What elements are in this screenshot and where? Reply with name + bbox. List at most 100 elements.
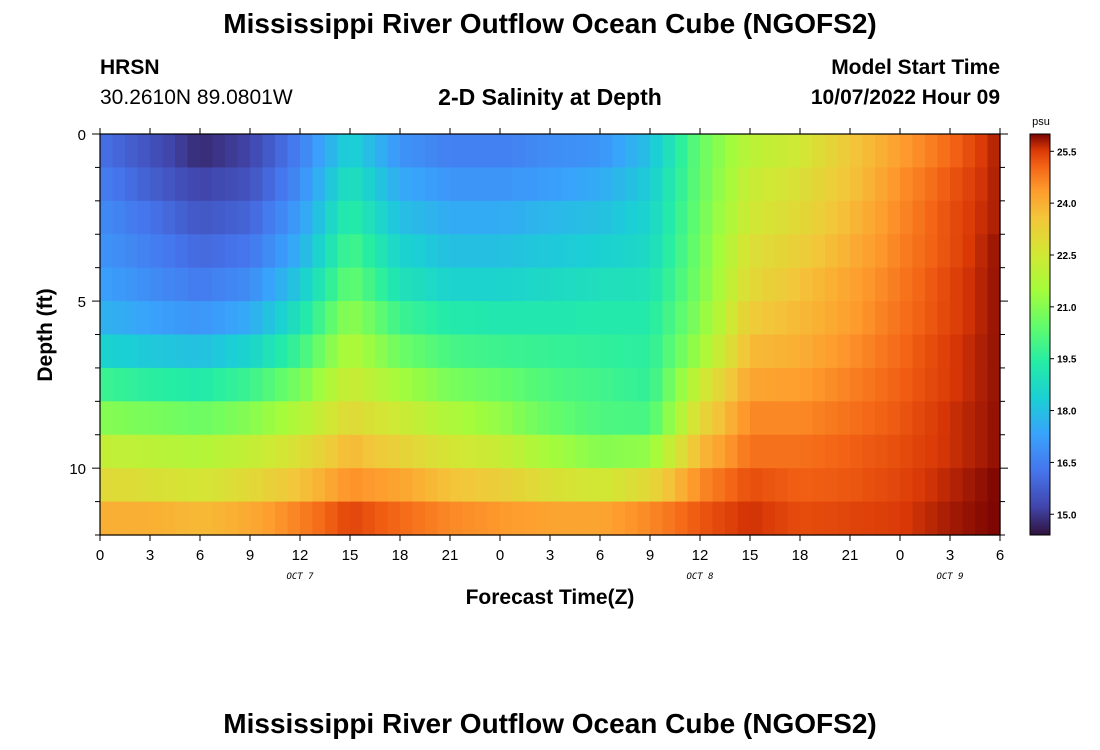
heatmap-cell [650,234,664,269]
heatmap-cell [400,301,414,336]
heatmap-cell [662,334,676,369]
heatmap-cell [925,334,939,369]
heatmap-cell [712,234,726,269]
heatmap-cell [112,401,126,436]
heatmap-cell [137,134,151,169]
heatmap-cell [775,434,789,469]
heatmap-cell [712,468,726,503]
heatmap-cell [762,134,776,169]
heatmap-cell [462,267,476,302]
heatmap-cell [525,334,539,369]
heatmap-cell [687,200,701,235]
heatmap-cell [512,401,526,436]
heatmap-cell [237,267,251,302]
station-name: HRSN [100,56,160,79]
heatmap-cell [600,267,614,302]
heatmap-cell [787,200,801,235]
heatmap-cell [562,200,576,235]
heatmap-cell [775,267,789,302]
heatmap-cell [950,301,964,336]
heatmap-cell [637,501,651,536]
heatmap-cell [475,167,489,202]
heatmap-cell [162,267,176,302]
heatmap-cell [150,367,164,402]
heatmap-cell [350,334,364,369]
heatmap-cell [400,468,414,503]
heatmap-cell [925,501,939,536]
heatmap-cell [400,267,414,302]
heatmap-cell [350,200,364,235]
heatmap-cell [575,501,589,536]
heatmap-cell [212,167,226,202]
heatmap-cell [550,367,564,402]
colorbar: psu 15.0 16.5 18.0 19.5 21.0 22.5 24.0 25.5 [1029,116,1077,536]
heatmap-cell [962,200,976,235]
heatmap-cell [662,367,676,402]
heatmap-cell [912,434,926,469]
heatmap-cell [612,434,626,469]
heatmap-cell [425,334,439,369]
heatmap-cell [925,367,939,402]
heatmap-cell [137,468,151,503]
heatmap-cell [625,134,639,169]
heatmap-cell [887,167,901,202]
heatmap-cell [837,167,851,202]
heatmap-cell [825,167,839,202]
heatmap-cell [375,334,389,369]
heatmap-cell [612,267,626,302]
heatmap-cell [950,134,964,169]
heatmap-cell [250,367,264,402]
heatmap-cell [812,367,826,402]
heatmap-cell [150,334,164,369]
heatmap-cell [187,434,201,469]
heatmap-cell [487,134,501,169]
heatmap-cell [500,468,514,503]
heatmap-cell [200,401,214,436]
heatmap-cell [375,234,389,269]
heatmap-cell [875,468,889,503]
heatmap-cell [912,167,926,202]
heatmap-cell [812,167,826,202]
heatmap-cell [450,234,464,269]
colorbar-tick-label: 21.0 [1057,303,1077,314]
heatmap-cell [825,367,839,402]
heatmap-cell [600,501,614,536]
heatmap-cell [187,234,201,269]
heatmap-cell [175,401,189,436]
heatmap-cell [325,434,339,469]
heatmap-cell [537,367,551,402]
heatmap-cell [787,501,801,536]
heatmap-cell [825,134,839,169]
heatmap-cell [125,501,139,536]
heatmap-cell [250,134,264,169]
heatmap-cell [162,334,176,369]
heatmap-cell [587,200,601,235]
heatmap-cell [737,468,751,503]
heatmap-cell [137,301,151,336]
heatmap-cell [825,301,839,336]
heatmap-cell [150,401,164,436]
heatmap-cell [300,267,314,302]
heatmap-cell [387,301,401,336]
heatmap-cell [800,468,814,503]
heatmap-cell [850,267,864,302]
heatmap-cell [412,367,426,402]
heatmap-cell [675,367,689,402]
heatmap-cell [812,501,826,536]
heatmap-cell [925,434,939,469]
heatmap-cell [550,134,564,169]
heatmap-cell [100,468,114,503]
heatmap-cell [550,501,564,536]
heatmap-cell [112,501,126,536]
heatmap-cell [937,134,951,169]
heatmap-cell [750,200,764,235]
page-title-bottom: Mississippi River Outflow Ocean Cube (NG… [223,708,877,739]
heatmap-cell [250,301,264,336]
heatmap-cell [575,434,589,469]
heatmap-cell [150,134,164,169]
heatmap-cell [462,200,476,235]
heatmap-cell [525,234,539,269]
y-tick-label: 10 [69,461,86,478]
heatmap-cell [812,234,826,269]
heatmap-cell [525,134,539,169]
